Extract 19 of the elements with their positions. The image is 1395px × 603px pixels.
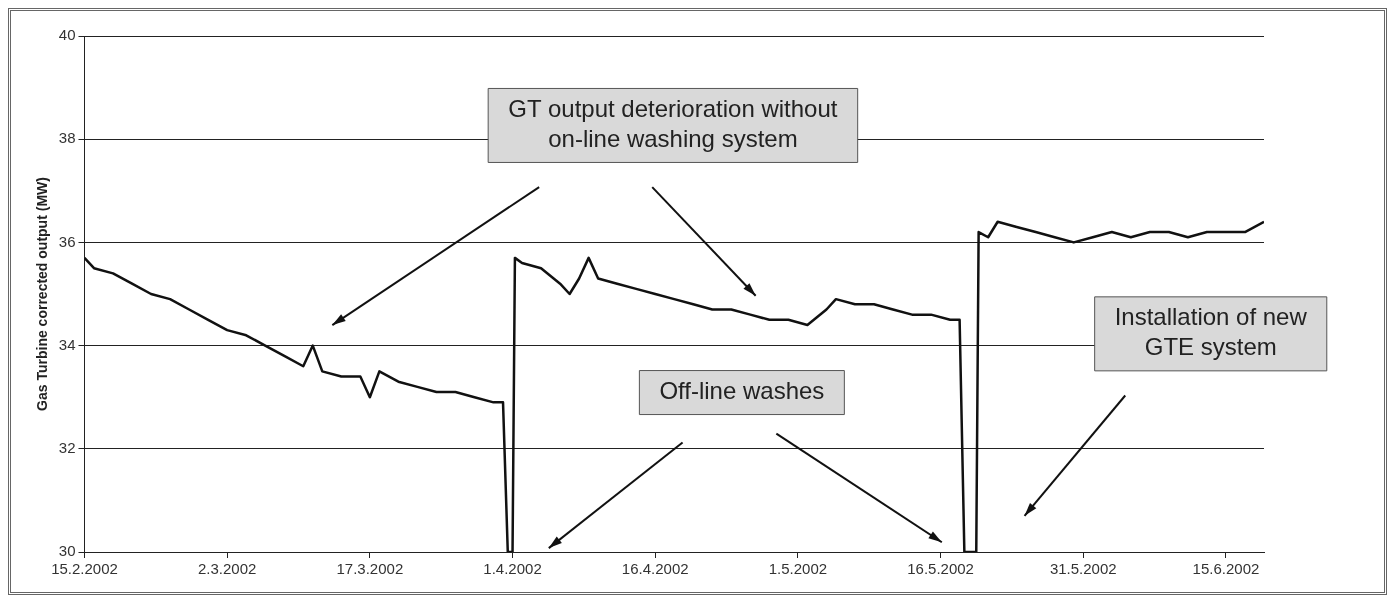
x-tick-label: 15.6.2002 (1192, 560, 1260, 578)
annotation: Installation of new GTE system (1114, 303, 1308, 361)
y-tick-label: 38 (58, 129, 76, 147)
x-tick-label: 15.2.2002 (51, 560, 118, 578)
y-tick-label: 30 (58, 542, 76, 560)
x-tick-label: 2.3.2002 (197, 560, 257, 578)
x-tick-label: 16.5.2002 (907, 560, 974, 578)
y-tick-label: 34 (58, 335, 76, 353)
y-tick-label: 40 (58, 26, 76, 44)
annotation: GT output deterioration without on-line washing system (508, 95, 838, 153)
x-tick-label: 17.3.2002 (336, 560, 404, 578)
x-tick-label: 1.5.2002 (768, 560, 828, 578)
x-tick-label: 31.5.2002 (1049, 560, 1117, 578)
y-axis-title: Gas Turbine corrected output (MW) (34, 177, 51, 411)
y-tick-label: 32 (58, 438, 76, 456)
x-tick-label: 1.4.2002 (483, 560, 542, 578)
y-tick-label: 36 (58, 232, 76, 250)
x-tick-label: 16.4.2002 (621, 560, 689, 578)
annotation: Off-line washes (659, 377, 825, 405)
